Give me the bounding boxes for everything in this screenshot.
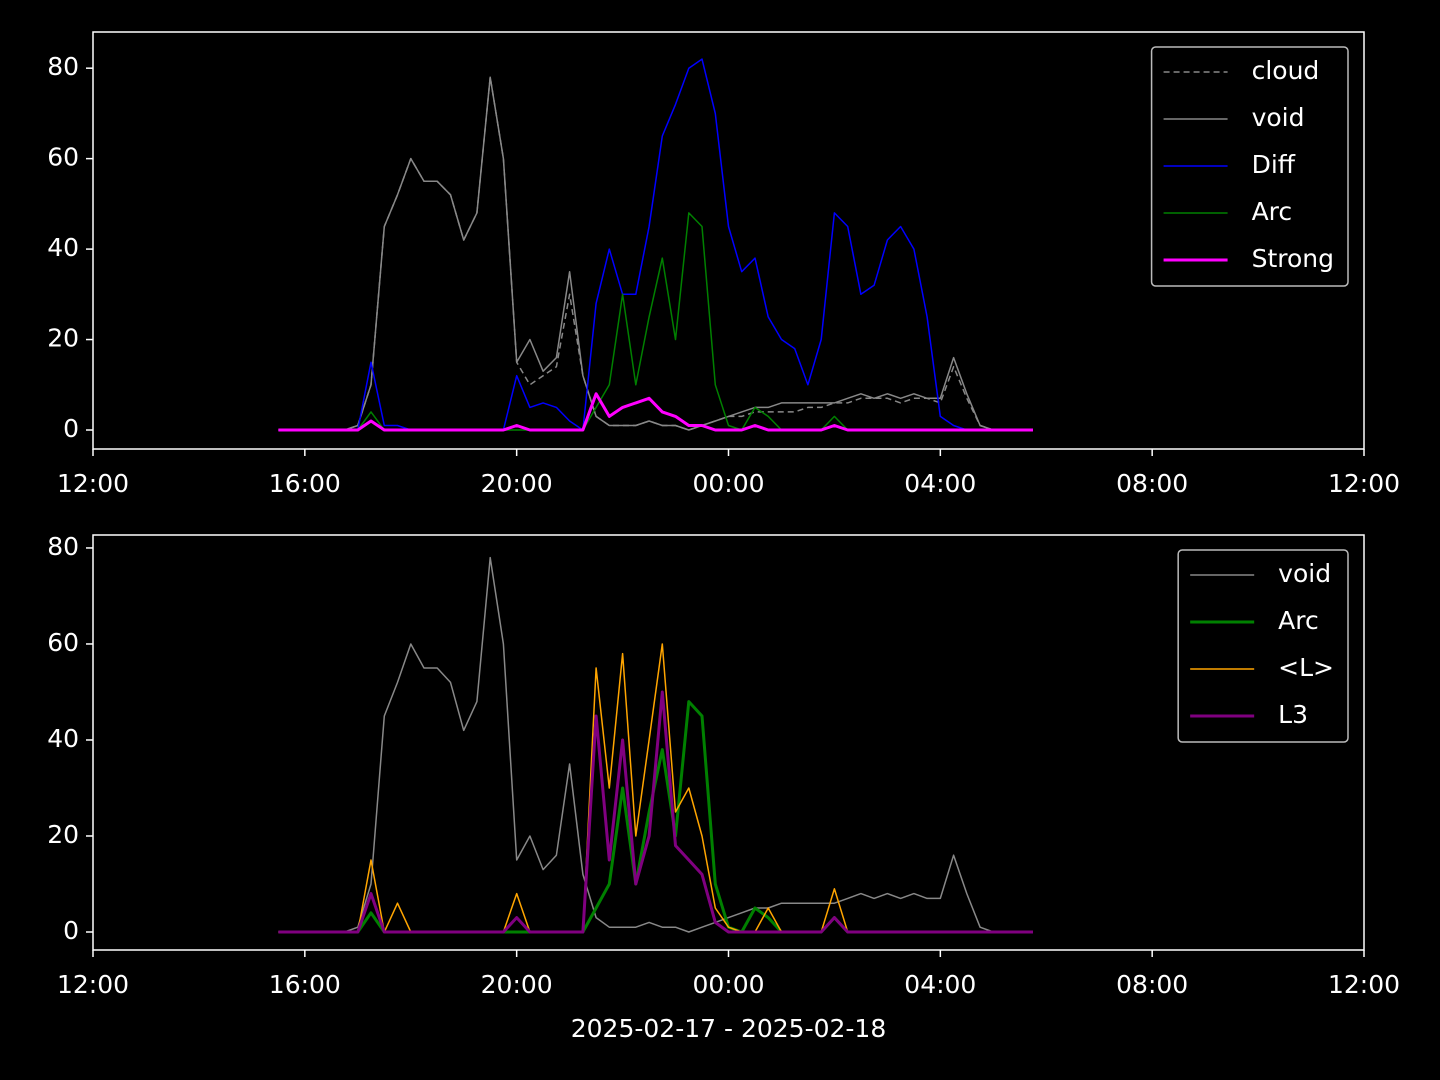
x-tick-label: 12:00 <box>57 469 129 498</box>
x-tick-label: 04:00 <box>904 970 976 999</box>
series-line <box>278 690 1033 934</box>
legend-label: Diff <box>1252 150 1296 179</box>
y-tick-label: 60 <box>47 628 79 657</box>
x-tick-label: 20:00 <box>481 970 553 999</box>
x-tick-label: 08:00 <box>1116 469 1188 498</box>
x-tick-label: 00:00 <box>692 970 764 999</box>
axes-frame <box>92 534 1365 951</box>
x-tick-label: 00:00 <box>692 469 764 498</box>
legend-label: void <box>1252 103 1305 132</box>
x-tick-label: 20:00 <box>481 469 553 498</box>
series-line <box>278 556 1033 933</box>
y-tick-label: 20 <box>47 820 79 849</box>
y-tick-label: 60 <box>47 143 79 172</box>
series-line <box>278 76 1033 431</box>
x-tick-label: 12:00 <box>57 970 129 999</box>
axes-frame <box>92 31 1365 450</box>
x-tick-label: 04:00 <box>904 469 976 498</box>
y-tick-label: 0 <box>63 916 79 945</box>
x-tick-label: 16:00 <box>269 970 341 999</box>
legend-label: <L> <box>1278 653 1334 682</box>
y-tick-label: 0 <box>63 414 79 443</box>
x-axis-label: 2025-02-17 - 2025-02-18 <box>571 1014 887 1043</box>
legend: cloud void Diff Arc Strong <box>1150 46 1349 287</box>
legend-box <box>1177 549 1349 743</box>
x-tick-label: 16:00 <box>269 469 341 498</box>
legend-label: L3 <box>1278 700 1308 729</box>
x-tick-label: 12:00 <box>1328 469 1400 498</box>
series-line <box>278 58 1033 431</box>
legend-label: cloud <box>1252 56 1320 85</box>
legend-box <box>1150 46 1349 287</box>
series-line <box>278 392 1033 432</box>
legend-label: Strong <box>1252 244 1334 273</box>
x-tick-label: 08:00 <box>1116 970 1188 999</box>
x-tick-label: 12:00 <box>1328 970 1400 999</box>
y-tick-label: 20 <box>47 324 79 353</box>
legend-label: Arc <box>1278 606 1319 635</box>
y-tick-label: 80 <box>47 52 79 81</box>
y-tick-label: 40 <box>47 724 79 753</box>
legend: void Arc <L> L3 <box>1177 549 1349 743</box>
legend-label: void <box>1278 559 1331 588</box>
y-tick-label: 80 <box>47 532 79 561</box>
y-tick-label: 40 <box>47 233 79 262</box>
legend-label: Arc <box>1252 197 1293 226</box>
